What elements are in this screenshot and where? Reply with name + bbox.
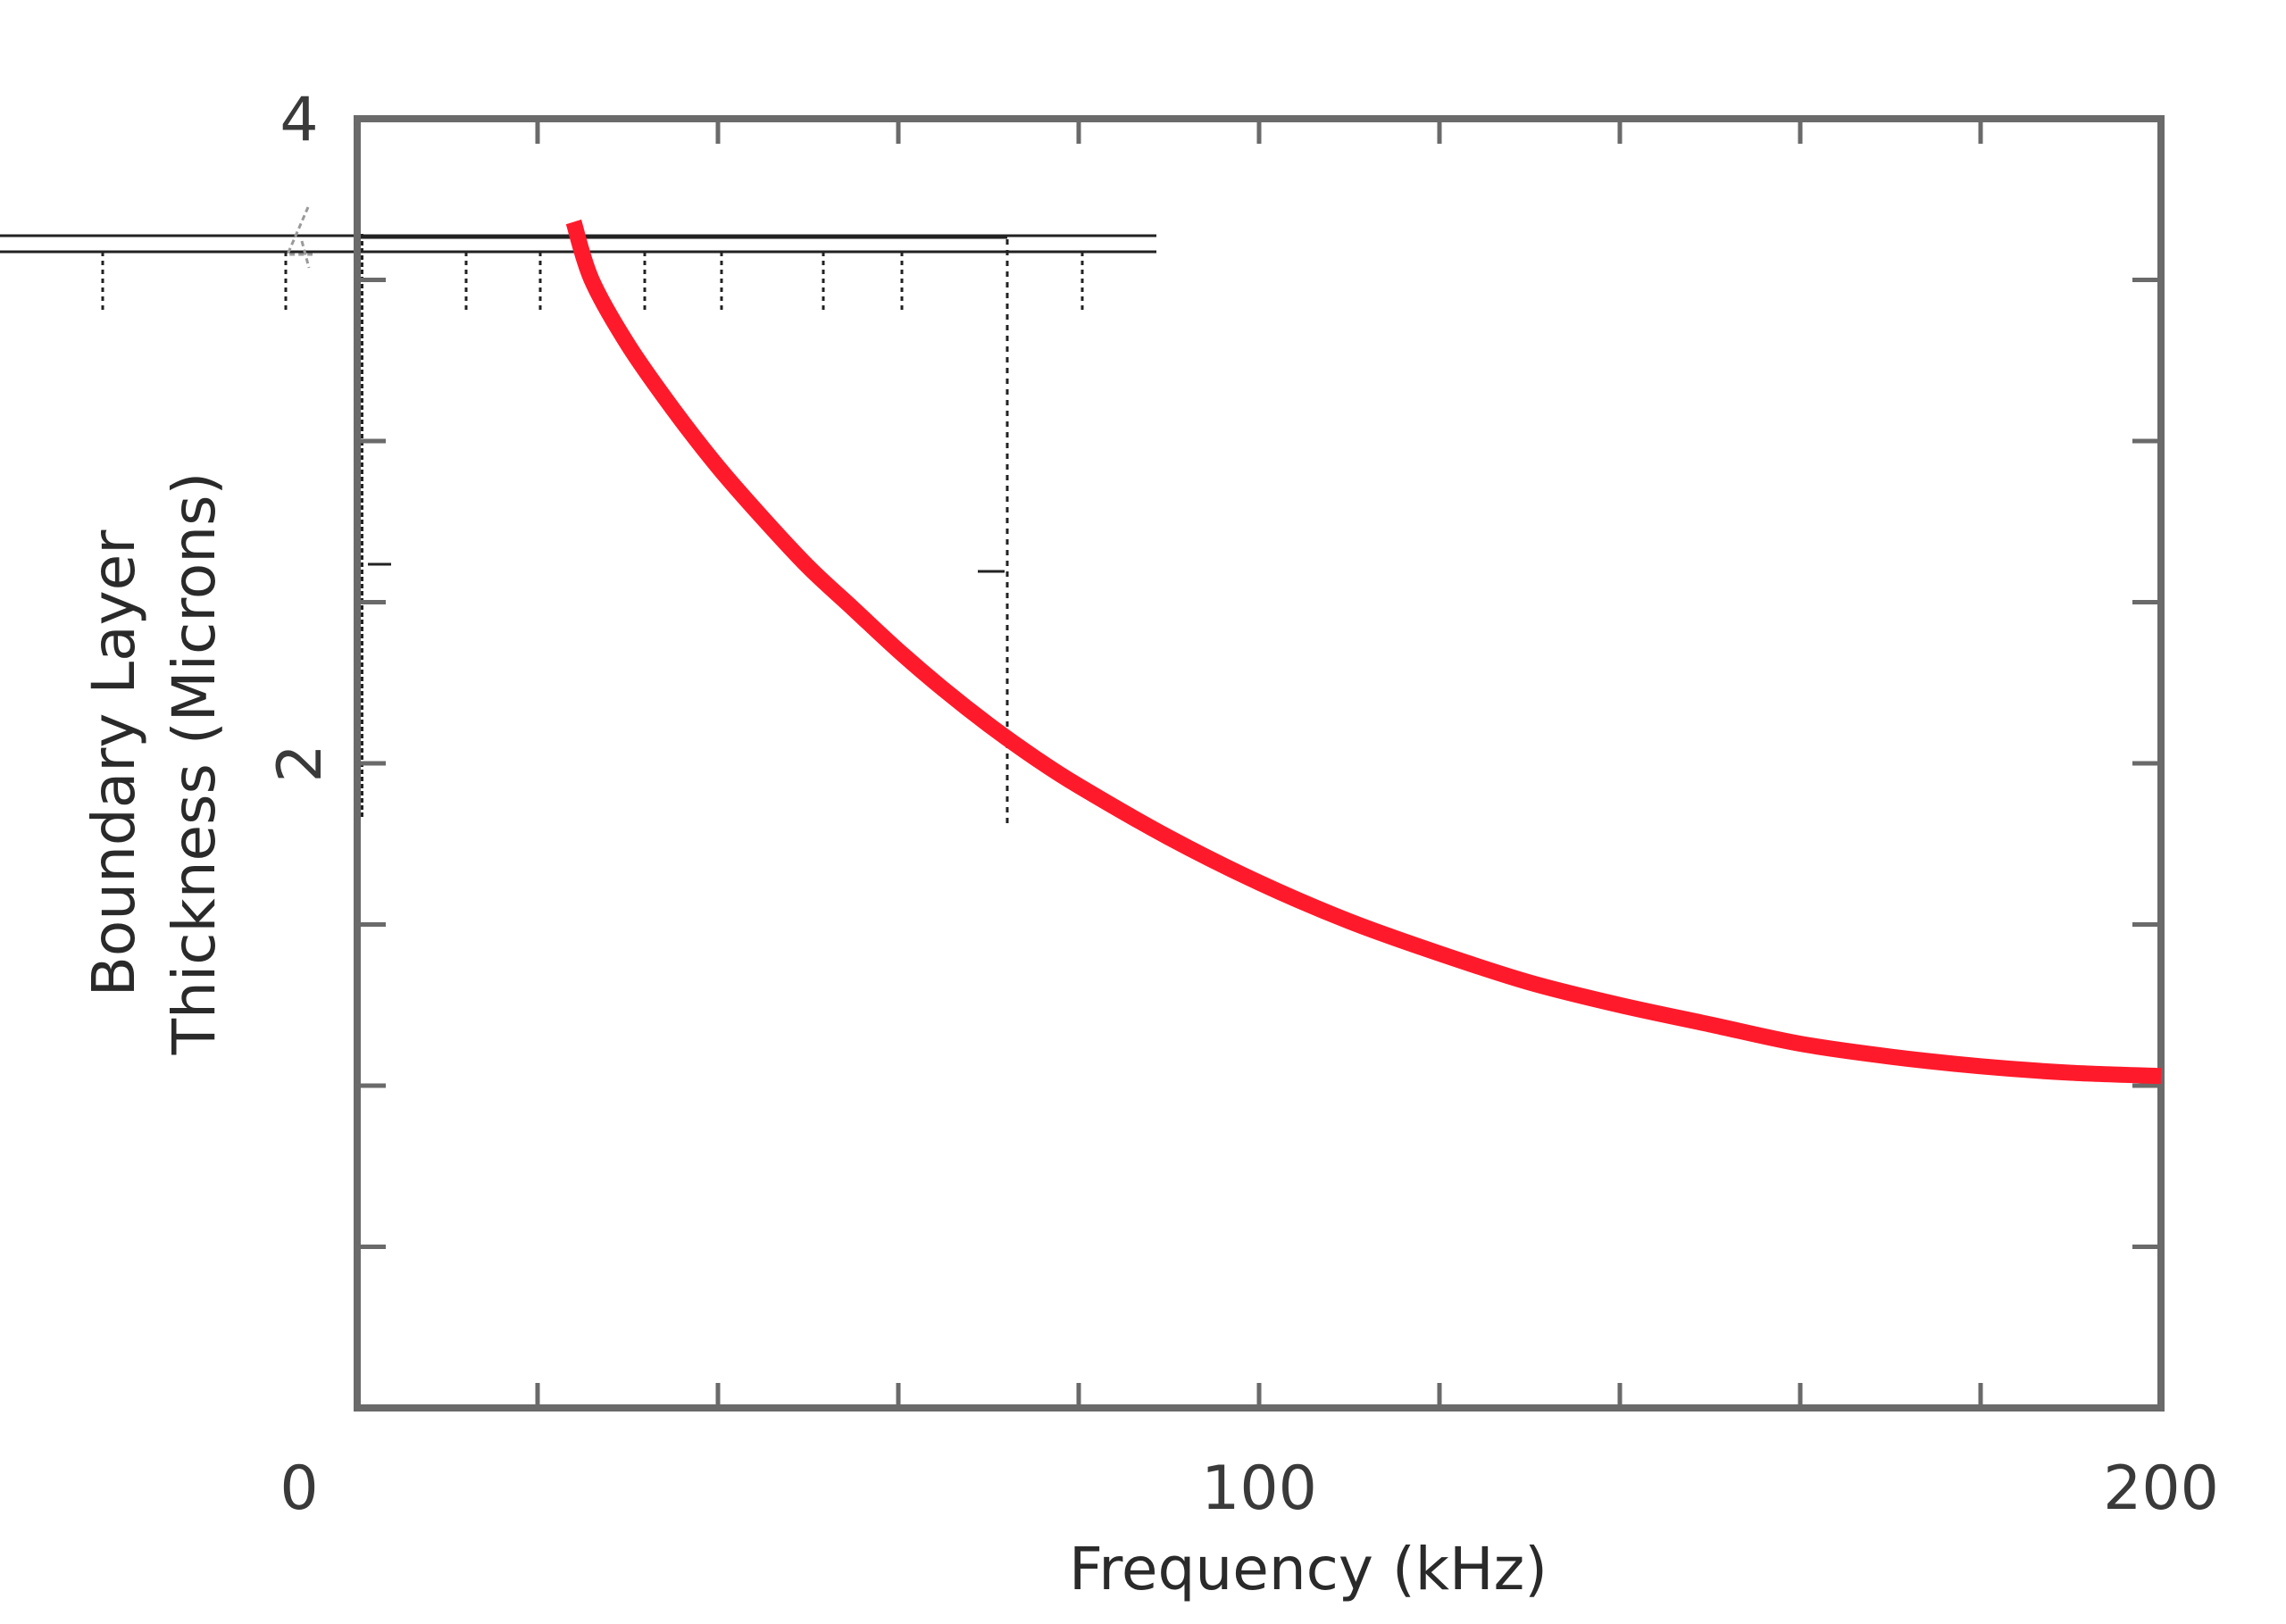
- x-axis-title: Frequency (kHz): [1069, 1535, 1548, 1603]
- plot-frame: [354, 115, 2165, 1412]
- series-line: [565, 219, 2162, 1085]
- x-tick-label: 0: [279, 1453, 318, 1524]
- y-axis-title: Boundary Layer Thickness (Microns): [79, 472, 229, 1056]
- y-axis-title-line-2: Thickness (Microns): [160, 472, 229, 1056]
- y-axis-title-line-1: Boundary Layer: [79, 529, 148, 997]
- artifact-ghost-glyph: [285, 206, 313, 269]
- y-tick-label: 4: [279, 85, 318, 155]
- x-tick-labels: 0 100 200: [279, 1453, 2219, 1524]
- x-tick-label: 100: [1201, 1453, 1317, 1524]
- x-tick-label: 200: [2103, 1453, 2219, 1524]
- y-minor-ticks: [357, 278, 2161, 1249]
- series-group: [565, 219, 2162, 1085]
- y-tick-labels: 24: [265, 85, 336, 783]
- x-minor-ticks: [535, 119, 1983, 1408]
- y-tick-label: 2: [265, 744, 336, 782]
